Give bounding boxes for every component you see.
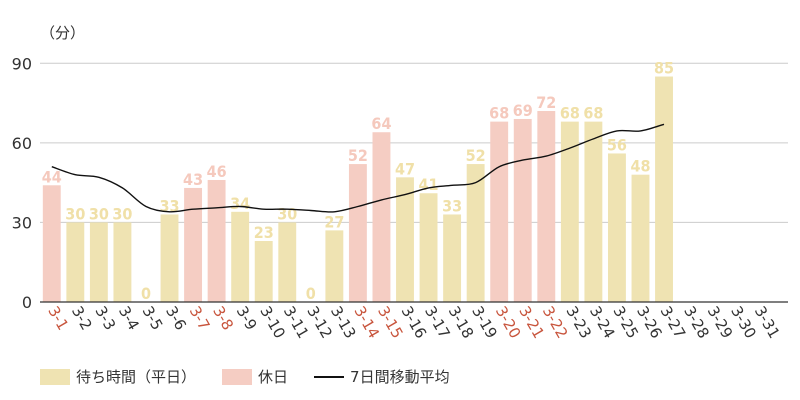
x-tick-label-3-6: 3-6 — [162, 303, 190, 333]
legend-label-holiday: 休日 — [258, 368, 289, 386]
legend: 待ち時間（平日） 休日 7日間移動平均 — [40, 366, 476, 387]
y-tick-label-90: 90 — [12, 54, 32, 73]
data-label-3-20: 68 — [489, 104, 509, 123]
bar-3-16 — [396, 177, 414, 302]
bar-3-6 — [160, 214, 179, 302]
bar-3-24 — [584, 121, 603, 302]
bar-3-10 — [254, 240, 273, 302]
data-label-3-19: 52 — [466, 146, 486, 165]
data-label-3-1: 44 — [42, 167, 62, 186]
bar-3-22 — [537, 111, 556, 302]
bar-3-26 — [631, 174, 650, 302]
data-label-3-12: 0 — [306, 284, 316, 303]
data-label-3-7: 43 — [183, 170, 203, 189]
legend-item-moving-average: 7日間移動平均 — [314, 366, 450, 387]
y-tick-label-0: 0 — [22, 293, 32, 312]
bar-3-11 — [278, 222, 297, 302]
legend-label-weekday: 待ち時間（平日） — [76, 368, 197, 386]
legend-item-weekday: 待ち時間（平日） — [40, 366, 196, 387]
bar-3-2 — [66, 222, 85, 302]
data-label-3-23: 68 — [560, 104, 580, 123]
bar-3-3 — [89, 222, 108, 302]
data-label-3-13: 27 — [324, 212, 344, 231]
data-label-3-25: 56 — [607, 135, 627, 154]
bar-3-21 — [513, 118, 532, 303]
x-tick-label-3-3: 3-3 — [91, 303, 119, 333]
bar-3-25 — [607, 153, 626, 302]
y-tick-label-30: 30 — [12, 213, 32, 232]
bar-3-13 — [325, 230, 344, 302]
data-label-3-10: 23 — [254, 223, 274, 242]
data-label-3-6: 33 — [160, 196, 180, 215]
bar-3-23 — [560, 121, 579, 302]
bar-3-20 — [490, 121, 509, 302]
x-tick-label-3-4: 3-4 — [115, 303, 143, 333]
data-label-3-14: 52 — [348, 146, 368, 165]
data-label-3-18: 33 — [442, 196, 462, 215]
bar-3-9 — [231, 211, 250, 302]
bar-3-7 — [184, 187, 203, 302]
data-label-3-22: 72 — [536, 93, 556, 112]
data-label-3-5: 0 — [141, 284, 151, 303]
data-label-3-15: 64 — [371, 114, 391, 133]
x-tick-label-3-1: 3-1 — [44, 303, 72, 333]
data-label-3-21: 69 — [513, 101, 533, 120]
x-tick-label-3-5: 3-5 — [139, 303, 167, 333]
data-label-3-4: 30 — [112, 204, 132, 223]
bars — [42, 76, 673, 303]
grid-lines — [40, 62, 788, 223]
legend-swatch-weekday — [40, 368, 70, 385]
moving-average-path — [51, 123, 665, 213]
moving-average-line — [51, 123, 665, 213]
y-unit-label: （分） — [40, 24, 85, 42]
data-label-3-8: 46 — [207, 162, 227, 181]
bar-3-14 — [348, 164, 367, 302]
legend-item-holiday: 休日 — [222, 366, 288, 387]
x-tick-label-3-31: 3-31 — [751, 303, 784, 341]
data-label-3-2: 30 — [65, 204, 85, 223]
y-tick-label-60: 60 — [12, 134, 32, 153]
x-tick-label-3-7: 3-7 — [186, 303, 214, 333]
bar-3-18 — [443, 214, 462, 302]
bar-3-19 — [466, 164, 485, 302]
bar-3-17 — [419, 193, 438, 302]
data-label-3-24: 68 — [583, 104, 603, 123]
legend-swatch-holiday — [222, 368, 253, 385]
data-label-3-11: 30 — [277, 204, 297, 223]
data-label-3-9: 34 — [230, 194, 250, 213]
bar-3-8 — [207, 179, 226, 302]
x-tick-label-3-2: 3-2 — [68, 303, 96, 333]
data-label-3-26: 48 — [630, 157, 650, 176]
x-tick-label-3-8: 3-8 — [209, 303, 237, 333]
legend-swatch-moving-average — [314, 375, 345, 378]
data-label-3-3: 30 — [89, 204, 109, 223]
data-label-3-27: 85 — [654, 59, 674, 78]
bar-3-27 — [655, 76, 673, 303]
data-label-3-16: 47 — [395, 159, 415, 178]
bar-3-4 — [113, 222, 132, 302]
x-tick-label-3-9: 3-9 — [233, 303, 261, 333]
bar-3-1 — [42, 185, 61, 302]
legend-label-moving-average: 7日間移動平均 — [350, 368, 450, 386]
bar-3-15 — [372, 132, 391, 302]
data-label-3-17: 41 — [419, 175, 439, 194]
